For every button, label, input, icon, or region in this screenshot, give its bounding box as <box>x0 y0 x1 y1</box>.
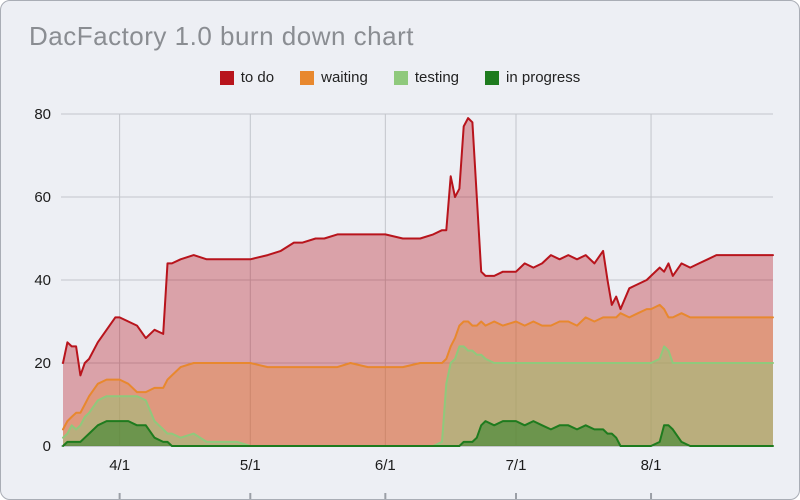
area-testing <box>63 346 773 446</box>
svg-text:7/1: 7/1 <box>506 457 527 474</box>
legend-item-waiting[interactable]: waiting <box>300 69 368 86</box>
legend-swatch <box>393 70 408 85</box>
svg-text:40: 40 <box>34 272 51 289</box>
legend-swatch <box>485 70 500 85</box>
chart-legend: to do waiting testing in progress <box>1 69 799 86</box>
svg-text:80: 80 <box>34 106 51 123</box>
legend-label: in progress <box>506 69 581 86</box>
area-in-progress <box>63 421 773 446</box>
series-areas <box>62 117 774 447</box>
legend-swatch <box>219 70 234 85</box>
line-to-do <box>62 117 774 377</box>
area-to-do <box>63 118 773 446</box>
legend-label: waiting <box>321 69 368 86</box>
legend-label: testing <box>414 69 460 86</box>
svg-text:0: 0 <box>43 438 51 455</box>
legend-item-in-progress[interactable]: in progress <box>485 69 580 86</box>
svg-text:4/1: 4/1 <box>109 457 130 474</box>
line-waiting <box>62 303 774 431</box>
svg-text:6/1: 6/1 <box>375 457 396 474</box>
svg-text:5/1: 5/1 <box>240 457 261 474</box>
svg-text:20: 20 <box>34 355 51 372</box>
legend-item-to-do[interactable]: to do <box>219 69 275 86</box>
area-waiting <box>63 304 773 446</box>
line-in-progress <box>62 420 774 447</box>
line-testing <box>62 345 774 447</box>
legend-label: to do <box>240 69 275 86</box>
svg-text:60: 60 <box>34 189 51 206</box>
legend-swatch <box>300 70 315 85</box>
legend-item-testing[interactable]: testing <box>393 69 460 86</box>
chart-title: DacFactory 1.0 burn down chart <box>29 21 414 51</box>
axis-labels: 0 20 40 60 80 4/1 5/1 6/1 7/1 8/1 <box>34 106 661 474</box>
svg-text:8/1: 8/1 <box>641 457 662 474</box>
bottom-ticks <box>118 493 653 499</box>
